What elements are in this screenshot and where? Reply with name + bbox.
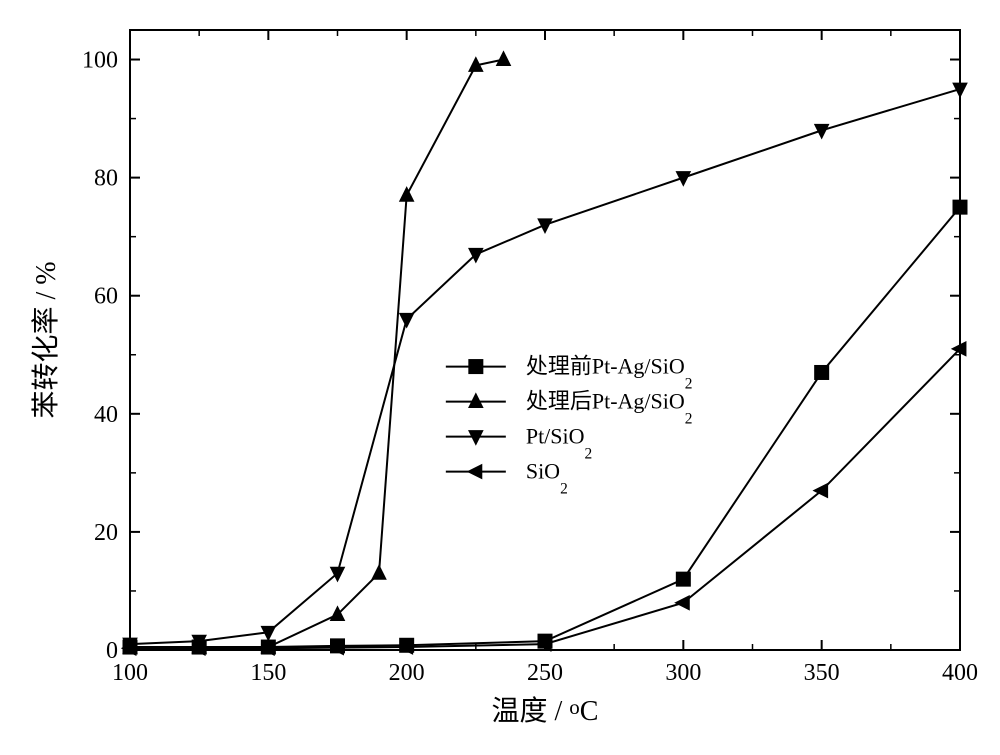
x-tick-label: 200 bbox=[389, 660, 425, 686]
x-axis-label: 温度 / oC bbox=[492, 695, 599, 727]
conversion-chart: 100150200250300350400020406080100温度 / oC… bbox=[0, 0, 1000, 755]
triangle-down-marker bbox=[400, 313, 414, 327]
triangle-up-marker bbox=[469, 394, 483, 408]
series-line-after bbox=[130, 60, 504, 648]
triangle-up-marker bbox=[372, 565, 386, 579]
triangle-down-marker bbox=[469, 431, 483, 445]
x-tick-label: 400 bbox=[942, 660, 978, 686]
square-marker bbox=[676, 572, 690, 586]
y-tick-label: 20 bbox=[94, 520, 118, 546]
y-tick-label: 100 bbox=[82, 48, 118, 74]
legend-label-pt: Pt/SiO2 bbox=[526, 424, 592, 463]
x-tick-label: 300 bbox=[665, 660, 701, 686]
x-tick-label: 250 bbox=[527, 660, 563, 686]
legend-label-after: 处理后Pt-Ag/SiO2 bbox=[526, 389, 693, 428]
triangle-left-marker bbox=[675, 596, 689, 610]
plot-frame bbox=[130, 30, 960, 650]
x-tick-label: 350 bbox=[804, 660, 840, 686]
y-tick-label: 80 bbox=[94, 166, 118, 192]
square-marker bbox=[815, 365, 829, 379]
x-tick-label: 150 bbox=[250, 660, 286, 686]
square-marker bbox=[953, 200, 967, 214]
y-axis-label: 苯转化率 / % bbox=[30, 261, 62, 418]
y-tick-label: 60 bbox=[94, 284, 118, 310]
legend-label-before: 处理前Pt-Ag/SiO2 bbox=[526, 354, 693, 393]
legend-label-sio2: SiO2 bbox=[526, 459, 568, 498]
triangle-up-marker bbox=[497, 51, 511, 65]
triangle-left-marker bbox=[468, 465, 482, 479]
triangle-up-marker bbox=[400, 187, 414, 201]
y-tick-label: 40 bbox=[94, 402, 118, 428]
y-tick-label: 0 bbox=[106, 638, 118, 664]
chart-container: 100150200250300350400020406080100温度 / oC… bbox=[0, 0, 1000, 755]
triangle-down-marker bbox=[331, 567, 345, 581]
square-marker bbox=[469, 360, 483, 374]
